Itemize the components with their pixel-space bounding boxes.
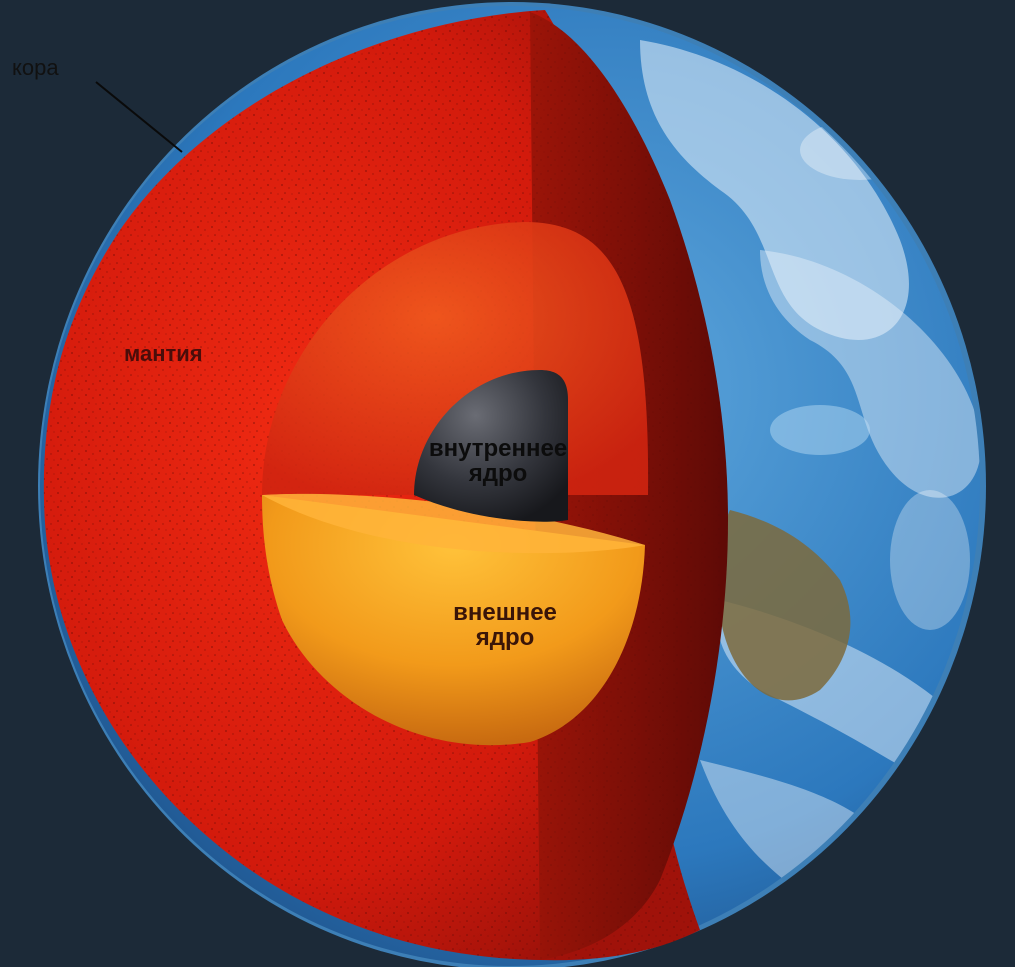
crust-pointer-line [95,81,183,153]
outer-core-rim [262,493,645,554]
outer-core-label-line2: ядро [475,624,535,652]
outer-core-label: внешнее ядро [420,599,590,652]
land-mass [718,510,851,701]
cloud-swirls [640,40,980,913]
outer-core-label-line1: внешнее [453,599,557,626]
mantle-label: мантия [124,341,203,366]
crust-label: кора [12,55,59,80]
inner-core [414,370,568,522]
inner-core-label-line2: ядро [468,460,528,488]
inner-core-label: внутреннее ядро [408,435,588,488]
inner-core-label-line1: внутреннее [428,435,568,462]
outer-core-cut-face [262,495,645,746]
